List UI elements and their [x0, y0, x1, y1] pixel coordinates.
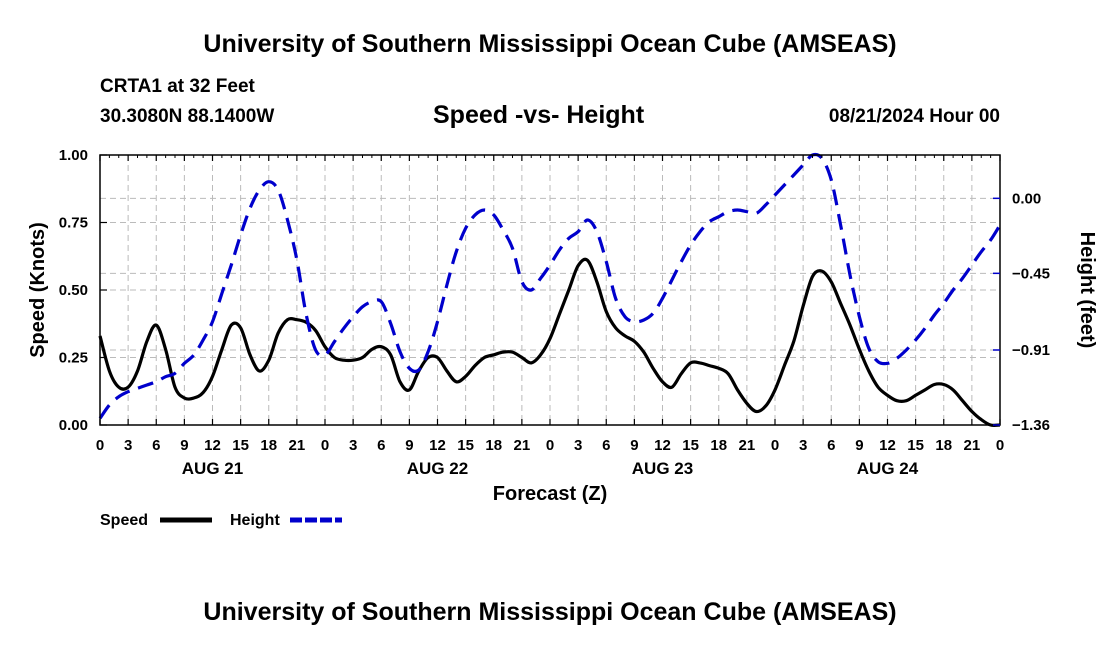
speed-series-line	[98, 257, 1001, 427]
x-tick-label: 12	[879, 437, 896, 454]
y2-tick-label: 0.00	[1012, 190, 1041, 207]
x-tick-label: 9	[630, 437, 638, 454]
axis-ticks	[99, 154, 1001, 426]
height-series-line	[98, 152, 1002, 420]
x-tick-label: 6	[152, 437, 160, 454]
x-tick-label: 21	[289, 437, 306, 454]
y2-axis-title: Height (feet)	[1076, 232, 1098, 349]
x-tick-label: 12	[204, 437, 221, 454]
x-tick-label: 0	[96, 437, 104, 454]
day-label: AUG 23	[632, 459, 693, 478]
x-tick-label: 15	[232, 437, 249, 454]
legend: Speed Height	[100, 512, 342, 529]
x-tick-label: 0	[546, 437, 554, 454]
y-axis-title: Speed (Knots)	[27, 222, 49, 358]
axis-labels: 0 3 6 9 12 15 18 21 0 3 6 9 12 15 18 21 0 3 6 9 12 15 18 21 0 3 6 9…	[27, 147, 1098, 505]
x-tick-label: 18	[260, 437, 277, 454]
station-location: 30.3080N 88.1400W	[100, 106, 275, 127]
x-tick-label: 21	[514, 437, 531, 454]
x-tick-label: 21	[964, 437, 981, 454]
y-tick-label: 1.00	[59, 147, 88, 164]
x-tick-label: 6	[827, 437, 835, 454]
x-tick-label: 0	[996, 437, 1004, 454]
y2-tick-label: −0.45	[1012, 265, 1050, 282]
y-tick-label: 0.00	[59, 417, 88, 434]
x-axis-title: Forecast (Z)	[493, 483, 607, 505]
x-tick-label: 15	[682, 437, 699, 454]
x-tick-label: 6	[602, 437, 610, 454]
x-tick-label: 12	[654, 437, 671, 454]
x-tick-label: 9	[405, 437, 413, 454]
day-label: AUG 22	[407, 459, 468, 478]
footer-title: University of Southern Mississippi Ocean…	[203, 598, 897, 626]
day-label: AUG 21	[182, 459, 243, 478]
forecast-date: 08/21/2024 Hour 00	[828, 106, 1000, 127]
x-tick-label: 18	[485, 437, 502, 454]
x-tick-label: 3	[799, 437, 807, 454]
x-tick-label: 18	[935, 437, 952, 454]
day-label: AUG 24	[857, 459, 919, 478]
y-tick-label: 0.50	[59, 282, 88, 299]
legend-label-height: Height	[230, 512, 280, 529]
legend-label-speed: Speed	[100, 512, 148, 529]
series-layer	[98, 152, 1002, 427]
y-tick-label: 0.75	[59, 215, 88, 232]
y-tick-label: 0.25	[59, 350, 88, 367]
x-tick-label: 18	[710, 437, 727, 454]
x-tick-label: 3	[349, 437, 357, 454]
x-tick-label: 0	[321, 437, 329, 454]
x-tick-label: 3	[124, 437, 132, 454]
x-tick-label: 3	[574, 437, 582, 454]
x-tick-label: 0	[771, 437, 779, 454]
x-tick-label: 15	[457, 437, 474, 454]
gridlines	[100, 155, 1000, 425]
y2-tick-label: −1.36	[1012, 417, 1050, 434]
x-tick-label: 9	[855, 437, 863, 454]
x-tick-label: 6	[377, 437, 385, 454]
x-tick-label: 21	[739, 437, 756, 454]
x-tick-label: 9	[180, 437, 188, 454]
y2-tick-label: −0.91	[1012, 342, 1050, 359]
x-tick-label: 15	[907, 437, 924, 454]
chart-subtitle: Speed -vs- Height	[433, 101, 645, 129]
x-tick-label: 12	[429, 437, 446, 454]
page-title: University of Southern Mississippi Ocean…	[203, 30, 897, 58]
station-name: CRTA1 at 32 Feet	[100, 76, 255, 97]
